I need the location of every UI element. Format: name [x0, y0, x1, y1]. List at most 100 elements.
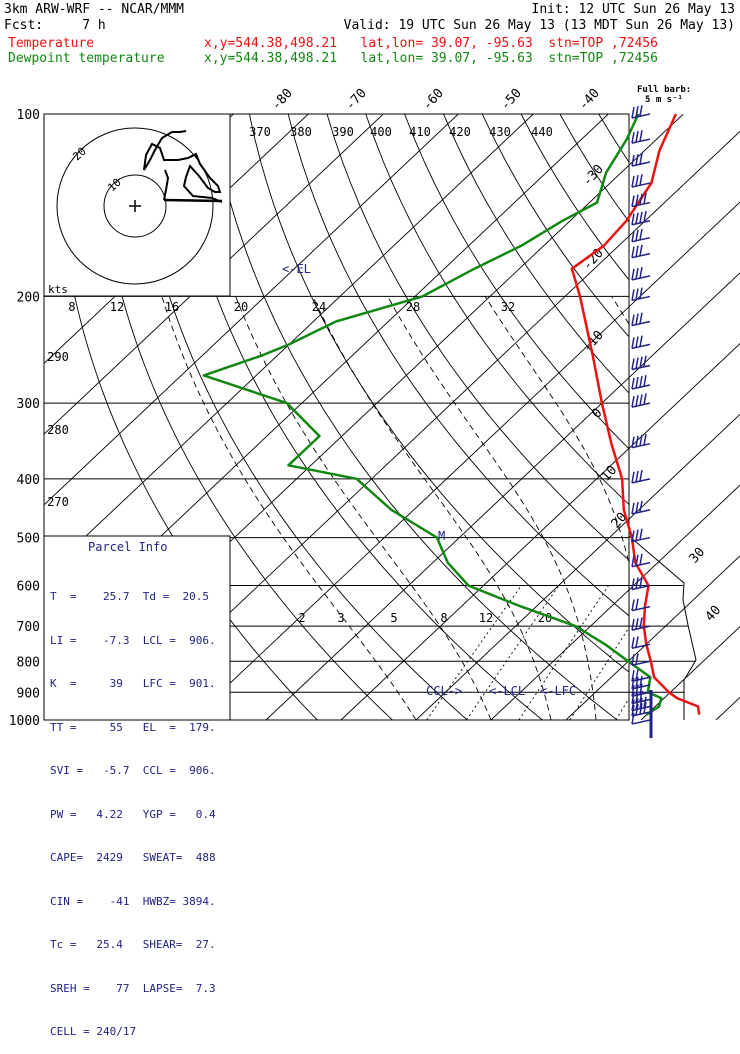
mixing-ratio-line [427, 586, 522, 720]
barb-flag [636, 131, 638, 142]
barb-flag [640, 174, 642, 185]
barb-flag [636, 471, 638, 482]
pressure-tick-label: 300 [17, 397, 40, 412]
barb-flag [636, 377, 638, 388]
barb-flag [636, 230, 638, 241]
barb-flag [636, 268, 638, 279]
parcel-info-title: Parcel Info [88, 540, 167, 555]
parcel-row: PW = 4.22 YGP = 0.4 [50, 808, 216, 823]
dry-adiabat [327, 114, 740, 720]
temperature-label: Temperature [8, 36, 94, 51]
moist-adiabat [388, 296, 596, 720]
mixing-ratio-label: 32 [501, 300, 515, 314]
mixing-ratio-line [519, 586, 609, 720]
pressure-tick-label: 600 [17, 580, 40, 595]
barb-flag [632, 437, 634, 448]
isotherm-label: -70 [343, 86, 370, 113]
barb-flag [632, 196, 634, 207]
wind-barb [632, 193, 650, 207]
pressure-tick-label: 900 [17, 686, 40, 701]
full-barb-units: 5 m s⁻¹ [645, 95, 683, 105]
parcel-row: SREH = 77 LAPSE= 7.3 [50, 982, 216, 997]
ccl-marker: CCL-> [426, 684, 462, 698]
theta-label: 270 [47, 495, 69, 509]
barb-flag [640, 288, 642, 299]
barb-flag [636, 555, 638, 566]
barb-flag [640, 336, 642, 347]
barb-flag [632, 579, 634, 590]
pressure-tick-label: 400 [17, 473, 40, 488]
mixing-ratio-label: 5 [390, 611, 397, 625]
isotherm [266, 114, 740, 720]
parcel-info-values: T = 25.7 Td = 20.5 LI = -7.3 LCL = 906. … [50, 561, 216, 1054]
barb-flag [644, 434, 646, 445]
theta-label: 390 [332, 125, 354, 139]
barb-flag [636, 246, 638, 257]
barb-flag [632, 358, 634, 369]
barb-flag [632, 247, 634, 258]
dry-adiabat [288, 114, 740, 720]
isotherm-label: -40 [576, 86, 603, 113]
dry-adiabat [405, 114, 740, 720]
theta-label: 280 [47, 423, 69, 437]
mixing-ratio-label: 28 [406, 300, 420, 314]
theta-label: 380 [290, 125, 312, 139]
wind-barb [632, 336, 650, 349]
parcel-row: CIN = -41 HWBZ= 3894. [50, 895, 216, 910]
barb-flag [636, 618, 638, 629]
wind-barb [632, 599, 650, 611]
isotherm [341, 114, 740, 720]
parcel-row: SVI = -5.7 CCL = 906. [50, 764, 216, 779]
model-title: 3km ARW-WRF -- NCAR/MMM [4, 2, 184, 17]
mixing-ratio-line [570, 586, 657, 720]
barb-flag [632, 155, 634, 166]
barb-flag [636, 175, 638, 186]
mixing-ratio-label: 24 [312, 300, 326, 314]
barb-flag [640, 105, 642, 116]
barb-flag [636, 599, 638, 610]
barb-flag [636, 314, 638, 325]
barb-flag [636, 289, 638, 300]
mixing-ratio-lines [427, 586, 740, 720]
barb-flag [632, 269, 634, 280]
barb-flag [636, 337, 638, 348]
barb-staff [632, 661, 650, 665]
forecast-hour: Fcst: 7 h [4, 18, 106, 33]
barb-flag [632, 503, 634, 514]
dewpoint-location: x,y=544.38,498.21 lat,lon= 39.07, -95.63… [204, 51, 658, 66]
barb-flag [640, 194, 642, 205]
parcel-row: CAPE= 2429 SWEAT= 488 [50, 851, 216, 866]
moist-adiabat [236, 296, 491, 720]
theta-label: 290 [47, 350, 69, 364]
hodograph: 10 20 kts [44, 114, 230, 296]
dry-adiabat [366, 114, 740, 720]
wind-barb [632, 211, 650, 225]
barb-flag [640, 529, 642, 540]
mixing-ratio-label: 20 [234, 300, 248, 314]
pressure-tick-label: 500 [17, 532, 40, 547]
theta-label: 410 [409, 125, 431, 139]
barb-flag [632, 176, 634, 187]
theta-label: 440 [531, 125, 553, 139]
wind-barb [632, 617, 650, 630]
isotherm-label: -50 [498, 86, 525, 113]
barb-flag [632, 214, 634, 225]
parcel-row: CELL = 240/17 [50, 1025, 216, 1040]
wind-barb [632, 267, 650, 280]
dry-adiabat [715, 114, 740, 720]
barb-flag [632, 472, 634, 483]
dry-adiabat [482, 114, 740, 720]
wind-barb [632, 434, 650, 448]
wind-barb [632, 174, 650, 187]
mixing-ratio-label: 2 [298, 611, 305, 625]
barb-flag [636, 154, 638, 165]
barb-flag [640, 435, 642, 446]
isotherm-label: 40 [703, 603, 725, 625]
dry-adiabat [599, 114, 740, 720]
barb-flag [640, 245, 642, 256]
wind-barb [632, 313, 650, 326]
isotherm [641, 114, 740, 720]
moist-adiabat [485, 296, 641, 720]
init-time: Init: 12 UTC Sun 26 May 13 [532, 2, 736, 17]
wind-barb [632, 393, 650, 407]
